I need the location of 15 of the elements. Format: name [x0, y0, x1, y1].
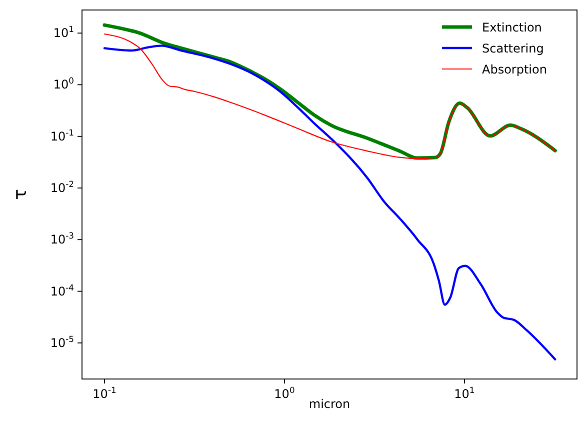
y-tick-label: 10$^{-3}$: [50, 230, 74, 247]
legend-label: Scattering: [482, 42, 544, 56]
y-axis-title: τ: [10, 189, 31, 200]
y-tick-label: 10$^{-2}$: [50, 179, 74, 195]
y-tick-label: 10$^{-1}$: [50, 127, 74, 144]
y-tick-label: 10$^{-4}$: [50, 282, 74, 298]
x-tick-label: 10$^{1}$: [454, 385, 475, 401]
x-tick-label: 10$^{0}$: [274, 385, 295, 401]
y-tick-label: 10$^{-5}$: [50, 334, 74, 350]
legend-label: Extinction: [482, 20, 542, 34]
x-tick-label: 10$^{-1}$: [92, 385, 116, 401]
legend-label: Absorption: [482, 62, 547, 76]
y-tick-label: 10$^{1}$: [53, 24, 74, 40]
y-tick-label: 10$^{0}$: [53, 76, 74, 92]
x-axis-title: micron: [308, 397, 350, 411]
